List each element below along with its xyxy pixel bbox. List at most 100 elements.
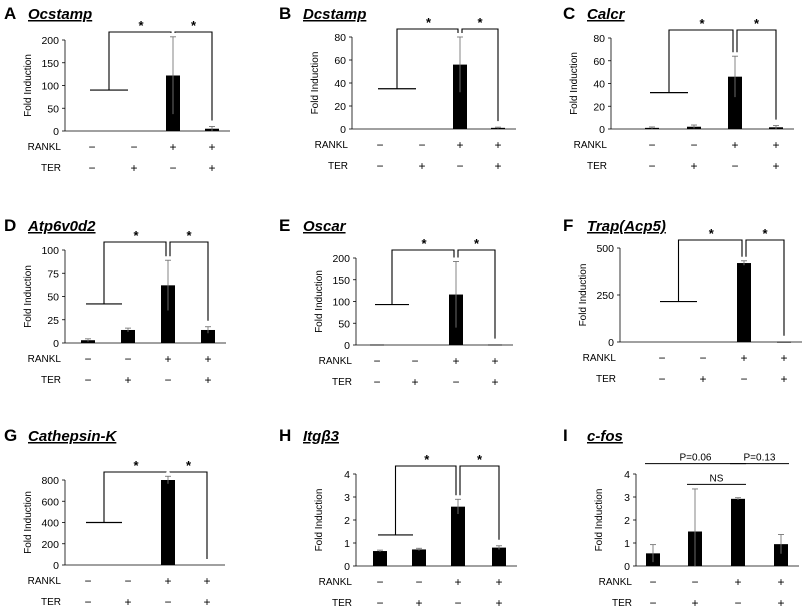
annotation-label: P=0.13 bbox=[744, 453, 776, 464]
sig-bracket bbox=[745, 239, 785, 336]
y-tick-label: 500 bbox=[596, 243, 614, 255]
ter-symbol: + bbox=[124, 373, 131, 387]
ter-symbol: − bbox=[649, 596, 656, 610]
ter-symbol: − bbox=[164, 373, 171, 387]
ter-row-label: TER bbox=[332, 598, 352, 609]
ter-symbol: − bbox=[84, 373, 91, 387]
rankl-symbol: + bbox=[731, 138, 738, 152]
gene-title: Atp6v0d2 bbox=[27, 218, 96, 235]
y-axis-label: Fold Induction bbox=[314, 270, 325, 333]
rankl-symbol: + bbox=[780, 351, 787, 365]
bar bbox=[737, 263, 751, 342]
bar bbox=[488, 344, 502, 346]
y-tick-label: 50 bbox=[47, 103, 59, 115]
sig-bracket bbox=[396, 28, 459, 89]
y-tick-label: 600 bbox=[41, 496, 59, 508]
bar bbox=[161, 480, 175, 565]
y-axis-label: Fold Induction bbox=[23, 491, 34, 554]
y-tick-label: 75 bbox=[47, 268, 59, 280]
y-tick-label: 40 bbox=[593, 79, 605, 91]
panel-letter: H bbox=[279, 426, 291, 445]
panel-h: H Itgβ3 0 1 2 3 4 Fold Induction * * RANKL TER − − − + +… bbox=[279, 426, 517, 610]
ter-symbol: + bbox=[495, 596, 502, 610]
ter-symbol: − bbox=[454, 596, 461, 610]
rankl-row-label: RANKL bbox=[319, 577, 353, 588]
ter-symbol: − bbox=[84, 595, 91, 609]
ter-symbol: − bbox=[456, 159, 463, 173]
y-tick-label: 40 bbox=[334, 78, 346, 90]
panel-f: F Trap(Acp5) 0 250 500 Fold Induction * * RANKL T… bbox=[563, 216, 802, 386]
rankl-symbol: − bbox=[691, 575, 698, 589]
y-tick-label: 0 bbox=[53, 126, 59, 138]
y-tick-label: 0 bbox=[340, 124, 346, 136]
rankl-symbol: − bbox=[130, 140, 137, 154]
rankl-symbol: + bbox=[454, 575, 461, 589]
bar bbox=[777, 341, 791, 343]
rankl-symbol: + bbox=[204, 352, 211, 366]
panel-g: G Cathepsin-K 0 200 400 600 800 Fold Induction *… bbox=[4, 426, 225, 609]
rankl-symbol: + bbox=[164, 352, 171, 366]
y-axis-label: Fold Induction bbox=[569, 52, 580, 115]
sig-star: * bbox=[191, 18, 197, 33]
y-axis-label: Fold Induction bbox=[310, 52, 321, 115]
y-tick-label: 60 bbox=[334, 55, 346, 67]
rankl-symbol: − bbox=[88, 140, 95, 154]
y-tick-label: 20 bbox=[593, 101, 605, 113]
ter-symbol: − bbox=[648, 159, 655, 173]
gene-title: Dcstamp bbox=[303, 6, 366, 23]
gene-title: Oscar bbox=[303, 218, 347, 235]
y-tick-label: 80 bbox=[334, 32, 346, 44]
ter-row-label: TER bbox=[328, 161, 348, 172]
gene-title: Calcr bbox=[587, 6, 626, 23]
rankl-symbol: − bbox=[658, 351, 665, 365]
ter-symbol: − bbox=[452, 375, 459, 389]
y-tick-label: 0 bbox=[344, 340, 350, 352]
y-tick-label: 0 bbox=[608, 337, 614, 349]
rankl-symbol: − bbox=[84, 574, 91, 588]
ter-symbol: + bbox=[124, 595, 131, 609]
ter-symbol: + bbox=[411, 375, 418, 389]
rankl-symbol: + bbox=[491, 354, 498, 368]
ter-row-label: TER bbox=[41, 597, 61, 608]
ter-symbol: + bbox=[208, 161, 215, 175]
y-tick-label: 100 bbox=[41, 81, 59, 93]
panel-letter: B bbox=[279, 4, 291, 23]
rankl-symbol: − bbox=[690, 138, 697, 152]
y-tick-label: 4 bbox=[344, 469, 350, 481]
ter-symbol: + bbox=[203, 595, 210, 609]
ter-symbol: + bbox=[777, 596, 784, 610]
sig-bracket bbox=[457, 249, 496, 339]
y-tick-label: 0 bbox=[599, 124, 605, 136]
y-tick-label: 2 bbox=[624, 515, 630, 527]
y-tick-label: 60 bbox=[593, 56, 605, 68]
y-tick-label: 250 bbox=[596, 290, 614, 302]
ter-symbol: − bbox=[88, 161, 95, 175]
rankl-symbol: + bbox=[164, 574, 171, 588]
rankl-row-label: RANKL bbox=[28, 354, 62, 365]
y-tick-label: 0 bbox=[53, 338, 59, 350]
y-tick-label: 100 bbox=[41, 245, 59, 257]
rankl-symbol: − bbox=[648, 138, 655, 152]
rankl-symbol: − bbox=[649, 575, 656, 589]
y-tick-label: 1 bbox=[624, 538, 630, 550]
ter-symbol: + bbox=[204, 373, 211, 387]
ter-symbol: + bbox=[418, 159, 425, 173]
ter-symbol: − bbox=[658, 372, 665, 386]
y-tick-label: 150 bbox=[332, 275, 350, 287]
rankl-symbol: + bbox=[734, 575, 741, 589]
panel-b: B Dcstamp 0 20 40 60 80 Fold Induction * * RANKL TE… bbox=[279, 4, 516, 173]
rankl-symbol: + bbox=[452, 354, 459, 368]
gene-title: Ocstamp bbox=[28, 6, 92, 23]
ter-symbol: + bbox=[690, 159, 697, 173]
ter-symbol: − bbox=[740, 372, 747, 386]
ter-symbol: − bbox=[734, 596, 741, 610]
ter-row-label: TER bbox=[41, 375, 61, 386]
y-axis-label: Fold Induction bbox=[594, 489, 605, 552]
bar bbox=[121, 329, 135, 343]
bar bbox=[774, 544, 788, 566]
rankl-symbol: + bbox=[495, 575, 502, 589]
rankl-row-label: RANKL bbox=[583, 353, 617, 364]
y-tick-label: 200 bbox=[332, 253, 350, 265]
